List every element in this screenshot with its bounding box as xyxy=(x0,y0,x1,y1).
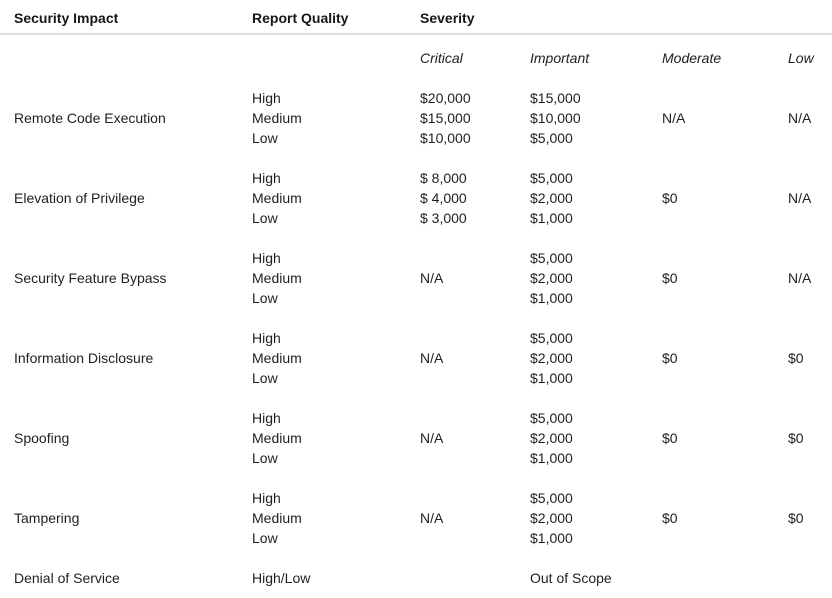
moderate-cell: $0 xyxy=(662,350,678,366)
low-cell: $0 xyxy=(788,430,804,446)
impact-cell: Elevation of Privilege xyxy=(14,190,145,206)
critical-cell: N/A xyxy=(420,510,444,526)
important-cell: $5,000 $2,000 $1,000 xyxy=(530,170,573,226)
subheader-important: Important xyxy=(530,50,590,66)
impact-cell: Remote Code Execution xyxy=(14,110,166,126)
header-divider xyxy=(0,33,832,35)
impact-cell: Security Feature Bypass xyxy=(14,270,167,286)
subheader-low: Low xyxy=(788,50,814,66)
header-security-impact: Security Impact xyxy=(14,10,119,26)
header-severity: Severity xyxy=(420,10,475,26)
table-header-row: Security Impact Report Quality Severity xyxy=(14,8,832,28)
critical-cell xyxy=(420,568,530,588)
table-row: Denial of Service High/Low Out of Scope xyxy=(14,568,832,588)
critical-cell: N/A xyxy=(420,270,444,286)
header-report-quality: Report Quality xyxy=(252,10,349,26)
table-row: Information Disclosure High Medium Low N… xyxy=(14,328,832,388)
quality-cell: High Medium Low xyxy=(252,90,302,146)
quality-cell: High/Low xyxy=(252,570,311,586)
impact-cell: Spoofing xyxy=(14,430,70,446)
critical-cell: $ 8,000 $ 4,000 $ 3,000 xyxy=(420,170,467,226)
moderate-cell xyxy=(662,568,788,588)
table-row: Spoofing High Medium Low N/A $5,000 $2,0… xyxy=(14,408,832,468)
low-cell xyxy=(788,568,832,588)
low-cell: N/A xyxy=(788,190,812,206)
quality-cell: High Medium Low xyxy=(252,330,302,386)
moderate-cell: $0 xyxy=(662,430,678,446)
moderate-cell: $0 xyxy=(662,270,678,286)
quality-cell: High Medium Low xyxy=(252,170,302,226)
low-cell: $0 xyxy=(788,510,804,526)
low-cell: N/A xyxy=(788,110,812,126)
critical-cell: N/A xyxy=(420,430,444,446)
subheader-critical: Critical xyxy=(420,50,463,66)
important-cell: $5,000 $2,000 $1,000 xyxy=(530,330,573,386)
table-row: Security Feature Bypass High Medium Low … xyxy=(14,248,832,308)
table-row: Elevation of Privilege High Medium Low $… xyxy=(14,168,832,228)
critical-cell: N/A xyxy=(420,350,444,366)
impact-cell: Information Disclosure xyxy=(14,350,154,366)
critical-cell: $20,000 $15,000 $10,000 xyxy=(420,90,471,146)
quality-cell: High Medium Low xyxy=(252,410,302,466)
important-cell: $5,000 $2,000 $1,000 xyxy=(530,410,573,466)
quality-cell: High Medium Low xyxy=(252,490,302,546)
impact-cell: Denial of Service xyxy=(14,570,120,586)
table-row: Tampering High Medium Low N/A $5,000 $2,… xyxy=(14,488,832,548)
table-row: Remote Code Execution High Medium Low $2… xyxy=(14,88,832,148)
important-cell: $5,000 $2,000 $1,000 xyxy=(530,490,573,546)
moderate-cell: $0 xyxy=(662,510,678,526)
moderate-cell: N/A xyxy=(662,110,686,126)
low-cell: N/A xyxy=(788,270,812,286)
impact-cell: Tampering xyxy=(14,510,80,526)
severity-subheader-row: Critical Important Moderate Low xyxy=(14,48,832,68)
subheader-moderate: Moderate xyxy=(662,50,722,66)
important-cell: $5,000 $2,000 $1,000 xyxy=(530,250,573,306)
moderate-cell: $0 xyxy=(662,190,678,206)
quality-cell: High Medium Low xyxy=(252,250,302,306)
low-cell: $0 xyxy=(788,350,804,366)
important-cell: $15,000 $10,000 $5,000 xyxy=(530,90,581,146)
important-cell: Out of Scope xyxy=(530,570,612,586)
